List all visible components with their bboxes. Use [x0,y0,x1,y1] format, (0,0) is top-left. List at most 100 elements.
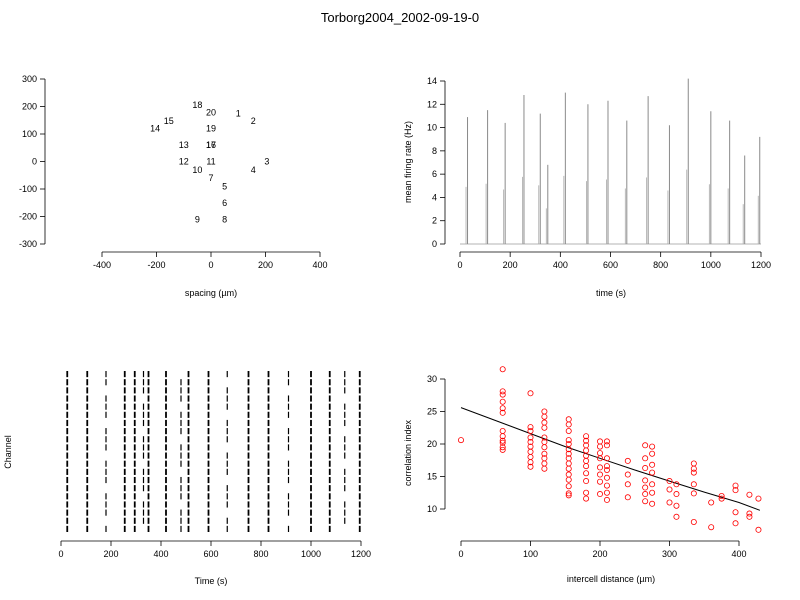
correlation-point [527,439,534,446]
correlation-point [597,478,604,485]
correlation-point [603,455,610,462]
correlation-point [527,453,534,460]
electrode-label: 20 [206,108,216,118]
electrode-label: 14 [150,124,160,134]
correlation-point [603,466,610,473]
correlation-point [603,438,610,445]
correlation-point [541,413,548,420]
correlation-point [690,460,697,467]
correlation-point [583,495,590,502]
electrode-layout-x-tick-label: -400 [93,260,111,270]
electrode-label: 16 [206,140,216,150]
correlation-point [673,491,680,498]
electrode-layout-x-label: spacing (µm) [185,288,237,298]
correlation-y-tick-label: 15 [427,472,437,482]
correlation-point [666,478,673,485]
correlation-point [499,398,506,405]
correlation-point [565,416,572,423]
firing-rate-y-tick-label: 6 [432,169,437,179]
correlation-point [642,442,649,449]
correlation-point [649,461,656,468]
correlation-point [499,391,506,398]
correlation-x-tick-label: 400 [731,549,746,559]
electrode-label: 12 [179,157,189,167]
electrode-layout-y-axis: -300 -200 -100 0 100 200 300 [19,74,46,249]
correlation-x-tick-label: 0 [458,549,463,559]
correlation-point [565,492,572,499]
correlation-point [746,510,753,517]
electrode-layout-panel: -400 -200 0 200 400 -300 -200 -100 0 100 200 300 1… [19,74,328,298]
raster-panel: 0 200 400 600 800 1000 1200 Time (s) Channel [3,371,371,586]
correlation-point [499,439,506,446]
electrode-label: 4 [251,165,256,175]
electrode-label: 1 [236,108,241,118]
correlation-point [499,433,506,440]
correlation-point [642,465,649,472]
electrode-layout-y-tick-label: -300 [19,239,37,249]
electrode-layout-x-tick-label: 400 [312,260,327,270]
correlation-x-tick-label: 300 [662,549,677,559]
correlation-point [746,491,753,498]
correlation-y-tick-label: 20 [427,439,437,449]
firing-rate-y-tick-label: 8 [432,146,437,156]
electrode-label: 15 [164,116,174,126]
electrode-label: 19 [206,124,216,134]
firing-rate-y-tick-label: 10 [427,123,437,133]
correlation-point [541,408,548,415]
electrode-label: 5 [222,181,227,191]
electrode-label: 2 [251,116,256,126]
correlation-y-label: correlation index [403,419,413,486]
raster-x-tick-label: 400 [153,549,168,559]
correlation-point [718,495,725,502]
electrode-label: 9 [195,214,200,224]
electrode-layout-y-tick-label: 200 [22,102,37,112]
correlation-point [565,476,572,483]
correlation-point [649,443,656,450]
raster-x-tick-label: 1200 [351,549,371,559]
electrode-layout-y-tick-label: 0 [32,157,37,167]
correlation-point [597,464,604,471]
electrode-layout-x-tick-label: 200 [258,260,273,270]
correlation-point [597,491,604,498]
correlation-point [642,484,649,491]
correlation-point [541,465,548,472]
correlation-point [499,437,506,444]
correlation-point [690,519,697,526]
correlation-point [642,491,649,498]
raster-x-axis: 0 200 400 600 800 1000 1200 [58,540,371,559]
correlation-fit-line [460,407,761,511]
firing-rate-x-label: time (s) [596,288,626,298]
electrode-label: 11 [206,157,215,167]
correlation-point [541,460,548,467]
correlation-point [624,494,631,501]
correlation-point [649,489,656,496]
correlation-point [565,446,572,453]
correlation-point [597,450,604,457]
correlation-point [603,474,610,481]
correlation-point [583,478,590,485]
correlation-x-axis: 0 100 200 300 400 [458,540,747,559]
correlation-point [499,427,506,434]
correlation-point [527,463,534,470]
correlation-point [527,434,534,441]
correlation-point [565,421,572,428]
correlation-points [457,366,762,533]
correlation-point [527,459,534,466]
electrode-label: 18 [192,100,202,110]
electrode-label: 3 [264,157,269,167]
correlation-point [565,450,572,457]
correlation-point [624,471,631,478]
firing-rate-y-tick-label: 12 [427,99,437,109]
correlation-point [603,496,610,503]
correlation-panel: 0 100 200 300 400 10 15 20 25 30 intercell dista… [403,366,762,584]
correlation-point [541,444,548,451]
firing-rate-x-tick-label: 200 [503,260,518,270]
correlation-point [499,405,506,412]
correlation-point [583,447,590,454]
firing-rate-x-axis: 0 200 400 600 800 1000 1200 [457,251,771,270]
correlation-point [624,481,631,488]
correlation-point [541,424,548,431]
firing-rate-panel: 0 200 400 600 800 1000 1200 0 2 4 6 8 10 12 14 time (… [403,76,771,298]
correlation-point [499,388,506,395]
